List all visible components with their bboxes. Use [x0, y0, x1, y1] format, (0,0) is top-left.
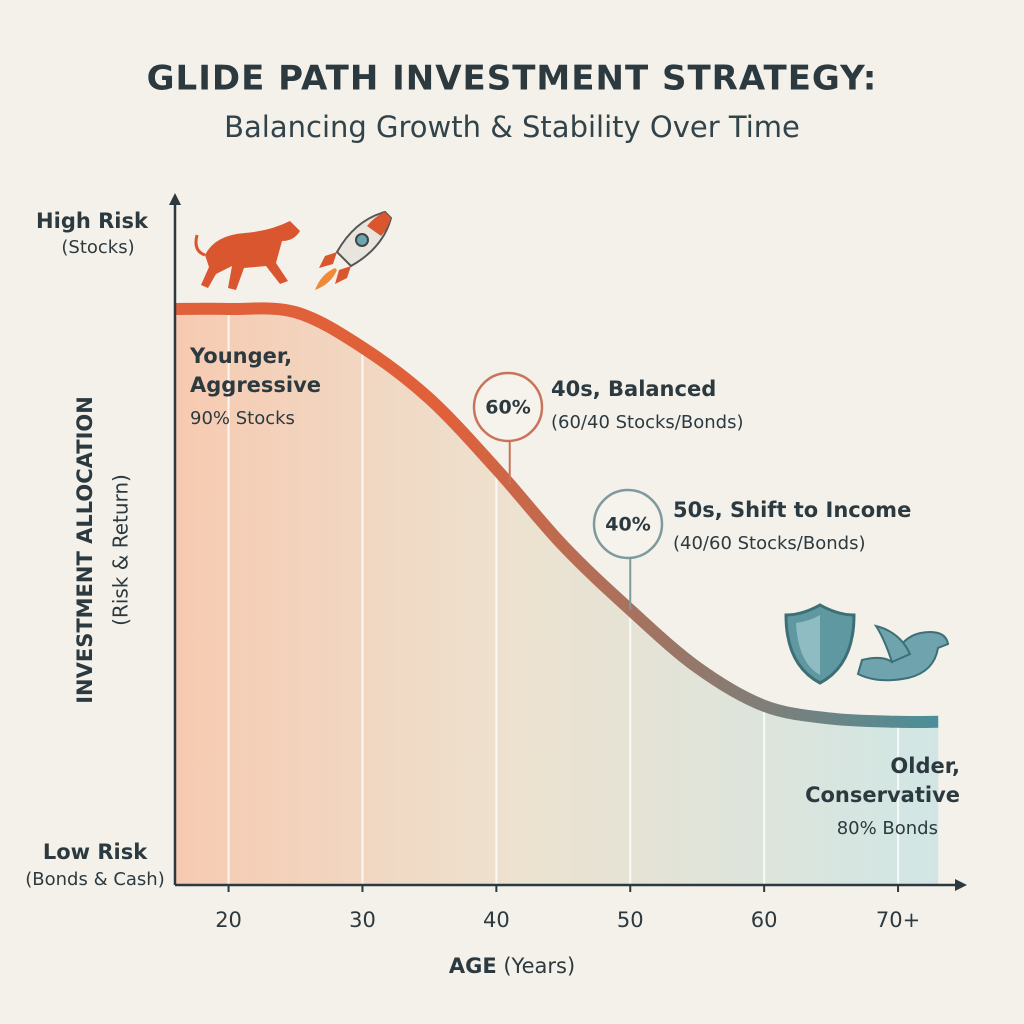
bull-icon [194, 221, 300, 290]
annotation-title: Conservative [805, 783, 960, 807]
marker-circle [472, 371, 544, 443]
marker-label: 60% [485, 397, 530, 419]
rocket-icon [315, 210, 393, 290]
x-tick-label: 30 [349, 908, 376, 932]
x-tick-label: 70+ [876, 908, 920, 932]
bird-icon [856, 624, 950, 682]
annotation-text: 80% Bonds [837, 818, 938, 839]
annotation-title: 50s, Shift to Income [673, 498, 911, 522]
annotation-title: Older, [890, 754, 960, 778]
x-axis-label-main: AGE [449, 954, 497, 978]
y-bottom-label: Low Risk [43, 840, 148, 864]
y-axis-label: INVESTMENT ALLOCATION [73, 396, 97, 704]
area [175, 308, 939, 885]
annotation-title: Aggressive [190, 373, 321, 397]
marker-circle [592, 488, 664, 560]
chart-title: GLIDE PATH INVESTMENT STRATEGY: [147, 59, 878, 99]
y-top-note: (Stocks) [61, 237, 134, 258]
annotation-title: 40s, Balanced [551, 377, 716, 401]
x-axis-label-note: (Years) [503, 954, 575, 978]
x-tick-label: 40 [483, 908, 510, 932]
line [174, 302, 939, 729]
marker-label: 40% [605, 514, 650, 536]
y-top-label: High Risk [36, 209, 149, 233]
x-axis-arrow [955, 879, 967, 891]
annotation-title: Younger, [189, 344, 292, 368]
x-tick-label: 20 [215, 908, 242, 932]
shield-icon [784, 603, 856, 685]
x-tick-label: 60 [751, 908, 778, 932]
x-axis-label: AGE (Years) [449, 954, 575, 978]
annotation-text: 90% Stocks [190, 408, 295, 429]
annotation-text: (40/60 Stocks/Bonds) [673, 533, 865, 554]
y-axis-arrow [169, 193, 181, 205]
y-bottom-note: (Bonds & Cash) [25, 869, 164, 890]
chart-subtitle: Balancing Growth & Stability Over Time [224, 110, 800, 144]
annotation-text: (60/40 Stocks/Bonds) [551, 412, 743, 433]
x-tick-label: 50 [617, 908, 644, 932]
plot: 20 30 40 50 60 70+ Younger, Aggressive 90% Stock… [169, 193, 967, 932]
y-axis-note: (Risk & Return) [109, 474, 133, 626]
